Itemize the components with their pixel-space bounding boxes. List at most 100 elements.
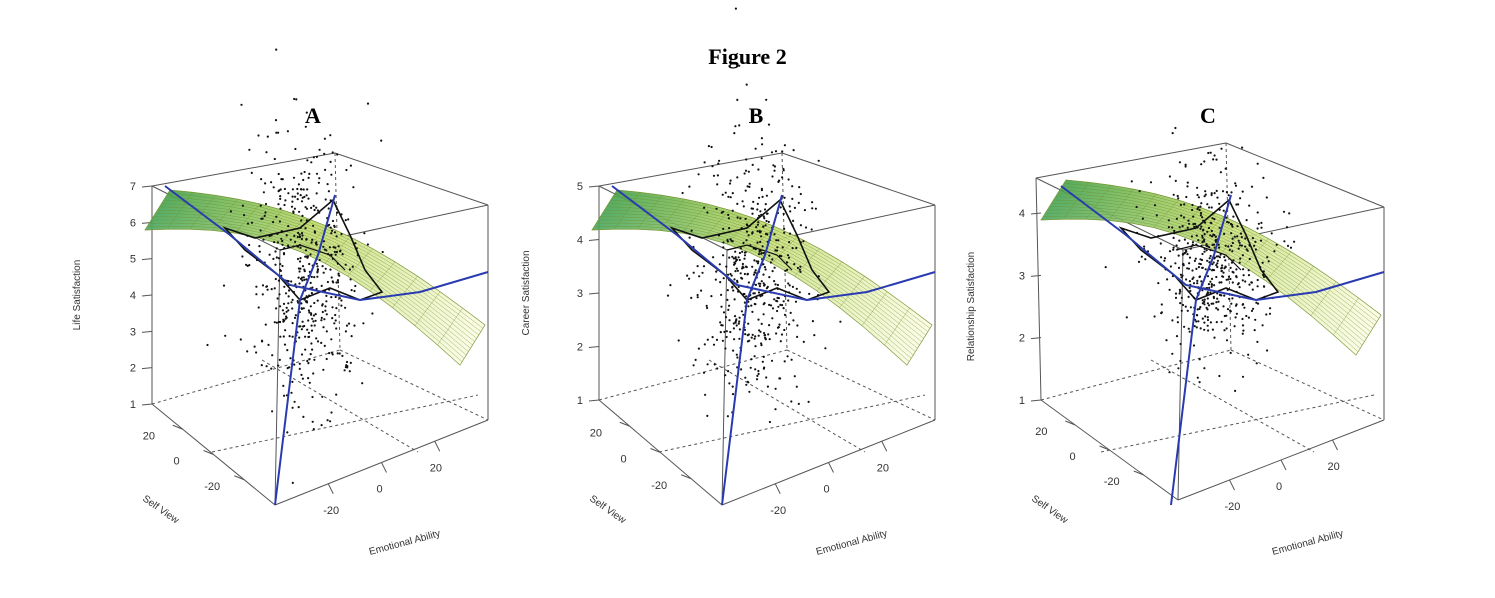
panel-a-data-point <box>275 321 278 324</box>
panel-c-data-point <box>1201 216 1204 219</box>
panel-b-data-point <box>735 353 738 356</box>
panel-b-data-point <box>786 254 790 257</box>
panel-a-data-point <box>347 218 350 221</box>
panel-a-data-point <box>283 285 286 288</box>
panel-c-data-point <box>1252 307 1255 310</box>
panel-a-data-point <box>345 324 349 327</box>
panel-c-data-point <box>1259 239 1263 242</box>
panel-a-data-point <box>287 309 290 312</box>
panel-c-data-point <box>1213 336 1216 339</box>
panel-b-z-tick-label: 3 <box>577 288 583 300</box>
panel-a-data-point <box>343 369 346 372</box>
panel-c-data-point <box>1235 303 1238 306</box>
panel-b-x-axis-label: Emotional Ability <box>815 528 889 558</box>
panel-a-data-point <box>264 182 267 185</box>
panel-c-data-point <box>1210 229 1213 233</box>
panel-b-z-tick <box>588 399 600 402</box>
panel-b-data-point <box>776 246 779 249</box>
panel-c-data-point <box>1137 260 1141 263</box>
panel-c-data-point <box>1204 268 1207 271</box>
panel-b-data-point <box>775 239 778 242</box>
panel-c-data-point <box>1248 283 1251 286</box>
panel-c-data-point <box>1206 318 1210 322</box>
panel-c-data-point <box>1176 316 1179 319</box>
panel-c-data-point <box>1196 282 1199 285</box>
panel-a-data-point <box>279 335 282 338</box>
panel-a-surface-gridline <box>157 209 473 346</box>
panel-a-data-point <box>306 328 309 331</box>
panel-c-data-point <box>1229 222 1233 226</box>
panel-b-data-point <box>781 176 784 179</box>
panel-b-data-point <box>722 227 725 230</box>
panel-b-data-point <box>811 207 814 210</box>
panel-b-data-point <box>740 276 743 279</box>
panel-a-data-point <box>282 302 286 305</box>
panel-c-data-point <box>1203 300 1206 303</box>
panel-b-data-point <box>745 230 749 233</box>
panel-a-data-point <box>286 367 289 370</box>
panel-a-data-point <box>274 250 277 253</box>
panel-c-data-point <box>1230 244 1233 247</box>
panel-c-y-tick-label: 20 <box>1035 426 1047 438</box>
panel-c-data-point <box>1177 367 1180 370</box>
panel-a-data-point <box>302 188 305 191</box>
panel-c-data-point <box>1226 220 1229 224</box>
panel-a-data-point <box>323 248 326 251</box>
panel-a-data-point <box>298 362 301 365</box>
panel-b-data-point <box>744 189 747 192</box>
panel-a-data-point <box>274 263 277 266</box>
panel-b-data-point <box>728 256 731 259</box>
panel-a-data-point <box>287 225 290 228</box>
panel-a-data-point <box>287 192 290 195</box>
panel-b-data-point <box>734 270 737 273</box>
panel-b-data-point <box>761 245 764 248</box>
panel-b-data-point <box>701 271 704 274</box>
panel-b-data-point <box>739 217 742 220</box>
panel-a-data-point <box>325 357 328 361</box>
panel-c-data-point <box>1186 242 1189 245</box>
panel-b-data-point <box>763 266 766 269</box>
panel-b-data-point <box>777 305 780 308</box>
panel-a-data-point <box>273 287 276 290</box>
panel-a-data-point <box>302 415 305 418</box>
panel-c-data-point <box>1186 253 1189 256</box>
panel-b-data-point <box>774 408 777 411</box>
panel-b-data-point <box>758 329 761 332</box>
panel-b-x-tick <box>774 483 781 494</box>
panel-c-data-point <box>1215 264 1218 267</box>
panel-c-data-point <box>1163 259 1166 262</box>
panel-a-y-tick <box>203 450 214 455</box>
panel-c-data-point <box>1262 176 1265 179</box>
panel-c-congruence-line <box>1060 185 1385 302</box>
panel-a-data-point <box>272 257 275 260</box>
panel-a-data-point <box>351 265 354 268</box>
panel-a-data-point <box>316 270 319 273</box>
panel-c-data-point <box>1221 275 1224 278</box>
panel-a-x-tick-label: 20 <box>430 462 442 474</box>
panel-a-data-point <box>293 363 296 366</box>
panel-a-data-point <box>308 358 311 361</box>
panel-c-data-point <box>1203 250 1206 253</box>
panel-b-data-point <box>732 257 735 260</box>
panel-a-data-point <box>307 176 310 179</box>
panel-b-data-point <box>738 316 741 319</box>
panel-b-data-point <box>786 268 789 271</box>
panel-b-data-point <box>696 296 699 299</box>
panel-b-data-point <box>754 147 757 150</box>
panel-a-data-point <box>298 336 301 339</box>
panel-a-data-point <box>335 307 338 310</box>
panel-a-data-point <box>307 197 310 200</box>
panel-a-data-point <box>291 200 294 203</box>
panel-c-data-point <box>1188 286 1191 289</box>
panel-a-data-point <box>344 219 347 222</box>
panel-a-data-point <box>304 249 308 252</box>
panel-a-data-point <box>350 289 353 292</box>
panel-c-data-point <box>1242 329 1245 332</box>
panel-a-data-point <box>329 160 332 163</box>
panel-b-data-point <box>745 295 748 298</box>
panel-c-data-point <box>1153 315 1156 318</box>
panel-c-data-point <box>1190 235 1193 238</box>
panel-c-hidden-edge <box>1100 394 1375 453</box>
panel-c-data-point <box>1289 246 1293 249</box>
panel-c-data-point <box>1104 266 1107 269</box>
